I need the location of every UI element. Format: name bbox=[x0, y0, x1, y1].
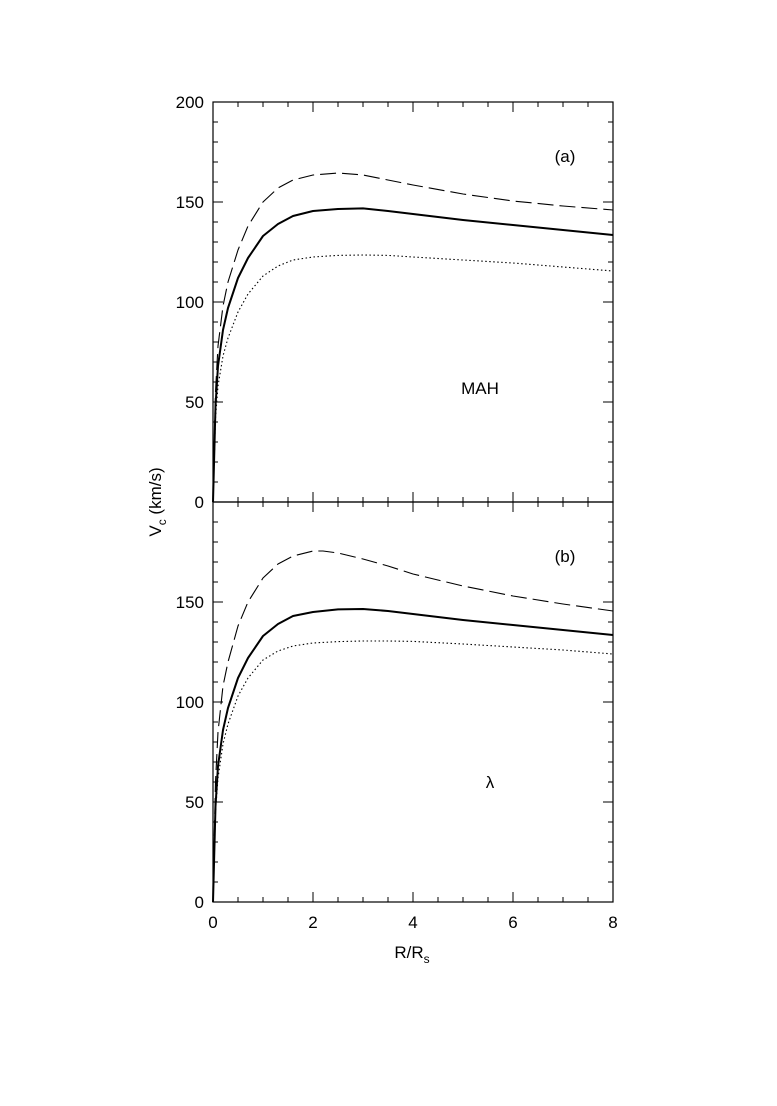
series-dashed-line bbox=[212, 172, 614, 503]
plot-frame bbox=[212, 101, 614, 503]
y-tick-label: 50 bbox=[185, 393, 204, 412]
series-solid-line bbox=[212, 207, 614, 503]
y-axis-title: Vc (km/s) bbox=[146, 467, 169, 536]
y-axis-title-sub: c bbox=[155, 519, 169, 525]
y-axis-title-main: V bbox=[146, 525, 165, 537]
y-tick-label: 150 bbox=[176, 193, 204, 212]
series-solid-line bbox=[212, 608, 614, 903]
y-tick-label: 200 bbox=[176, 93, 204, 112]
x-tick-label: 0 bbox=[208, 913, 217, 932]
series-dashed-line bbox=[212, 550, 614, 903]
y-tick-label: 0 bbox=[195, 493, 204, 512]
y-tick-label: 150 bbox=[176, 593, 204, 612]
panel-a: 0 50 100 150 200 (a) MAH bbox=[176, 93, 614, 512]
y-tick-label: 100 bbox=[176, 693, 204, 712]
panel-annotation: λ bbox=[486, 773, 495, 792]
panels-group: 0 50 100 150 200 (a) MAH 0 50 100 150 0 2 4 6 8 (b) λ bbox=[176, 93, 618, 932]
x-tick-label: 6 bbox=[508, 913, 517, 932]
series-dotted-line bbox=[212, 254, 614, 503]
x-axis-title-sub: s bbox=[424, 952, 430, 966]
panel-tag: (b) bbox=[555, 547, 576, 566]
series-dotted-line bbox=[212, 640, 614, 903]
plot-frame bbox=[212, 501, 614, 903]
x-tick-label: 8 bbox=[608, 913, 617, 932]
x-tick-label: 2 bbox=[308, 913, 317, 932]
x-axis-title-main: R/R bbox=[394, 943, 423, 962]
x-axis-title: R/Rs bbox=[394, 943, 429, 966]
y-tick-label: 100 bbox=[176, 293, 204, 312]
panel-b: 0 50 100 150 0 2 4 6 8 (b) λ bbox=[176, 501, 618, 932]
x-tick-label: 4 bbox=[408, 913, 417, 932]
y-tick-label: 0 bbox=[195, 893, 204, 912]
y-axis-title-unit: (km/s) bbox=[146, 467, 165, 519]
panel-annotation: MAH bbox=[461, 379, 499, 398]
y-tick-label: 50 bbox=[185, 793, 204, 812]
panel-tag: (a) bbox=[555, 147, 576, 166]
